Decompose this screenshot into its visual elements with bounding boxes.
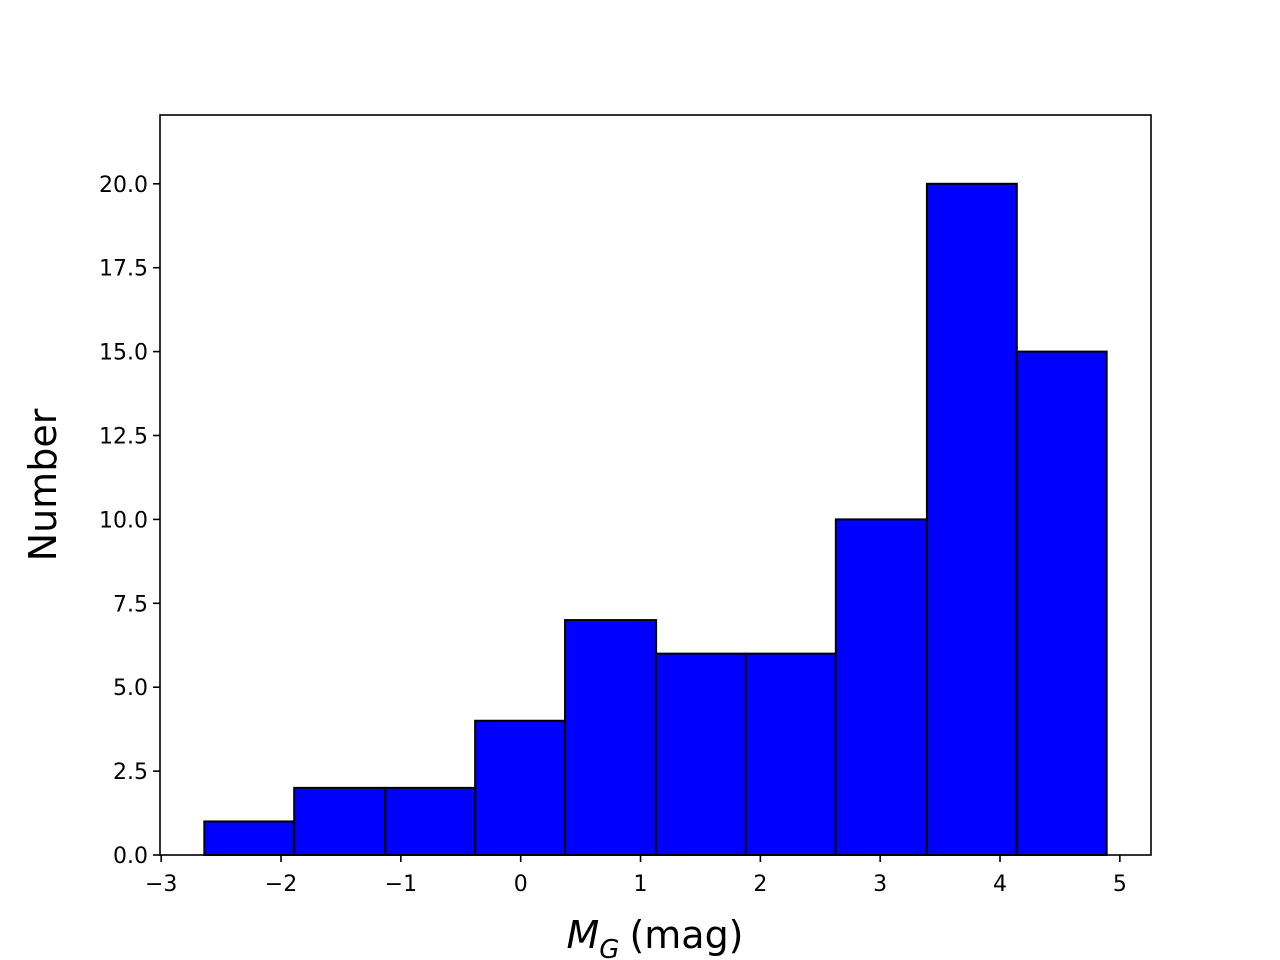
y-tick-label: 5.0 [113,676,148,701]
bar [474,719,567,856]
y-tick-label: 2.5 [113,760,148,785]
bar [744,652,837,857]
bar [384,786,477,856]
x-tick-label: 4 [993,872,1007,897]
x-label-unit: (mag) [629,913,743,957]
x-tick-label: 1 [634,872,648,897]
x-tick-label: 5 [1113,872,1127,897]
plot-frame [159,114,1152,856]
x-axis-label: MG (mag) [566,913,743,960]
bar [564,619,658,856]
y-axis-label: Number [21,408,65,561]
x-tick-label: −3 [145,872,177,897]
bar [655,652,747,857]
y-tick-label: 7.5 [113,592,148,617]
x-tick-label: 2 [753,872,767,897]
bar [293,786,387,856]
x-tick-label: 3 [873,872,887,897]
y-tick-label: 17.5 [99,257,148,282]
x-label-symbol: M [566,913,599,957]
x-tick-label: −1 [385,872,417,897]
x-tick-label: −2 [265,872,297,897]
bar [925,182,1018,857]
y-tick-label: 12.5 [99,424,148,449]
bar [1015,350,1108,856]
x-tick-label: 0 [514,872,528,897]
bar [834,518,928,857]
x-label-subscript: G [599,935,619,960]
bar [203,820,296,856]
y-tick-label: 0.0 [113,844,148,869]
y-tick-label: 20.0 [99,173,148,198]
y-tick-label: 10.0 [99,508,148,533]
y-tick-label: 15.0 [99,341,148,366]
